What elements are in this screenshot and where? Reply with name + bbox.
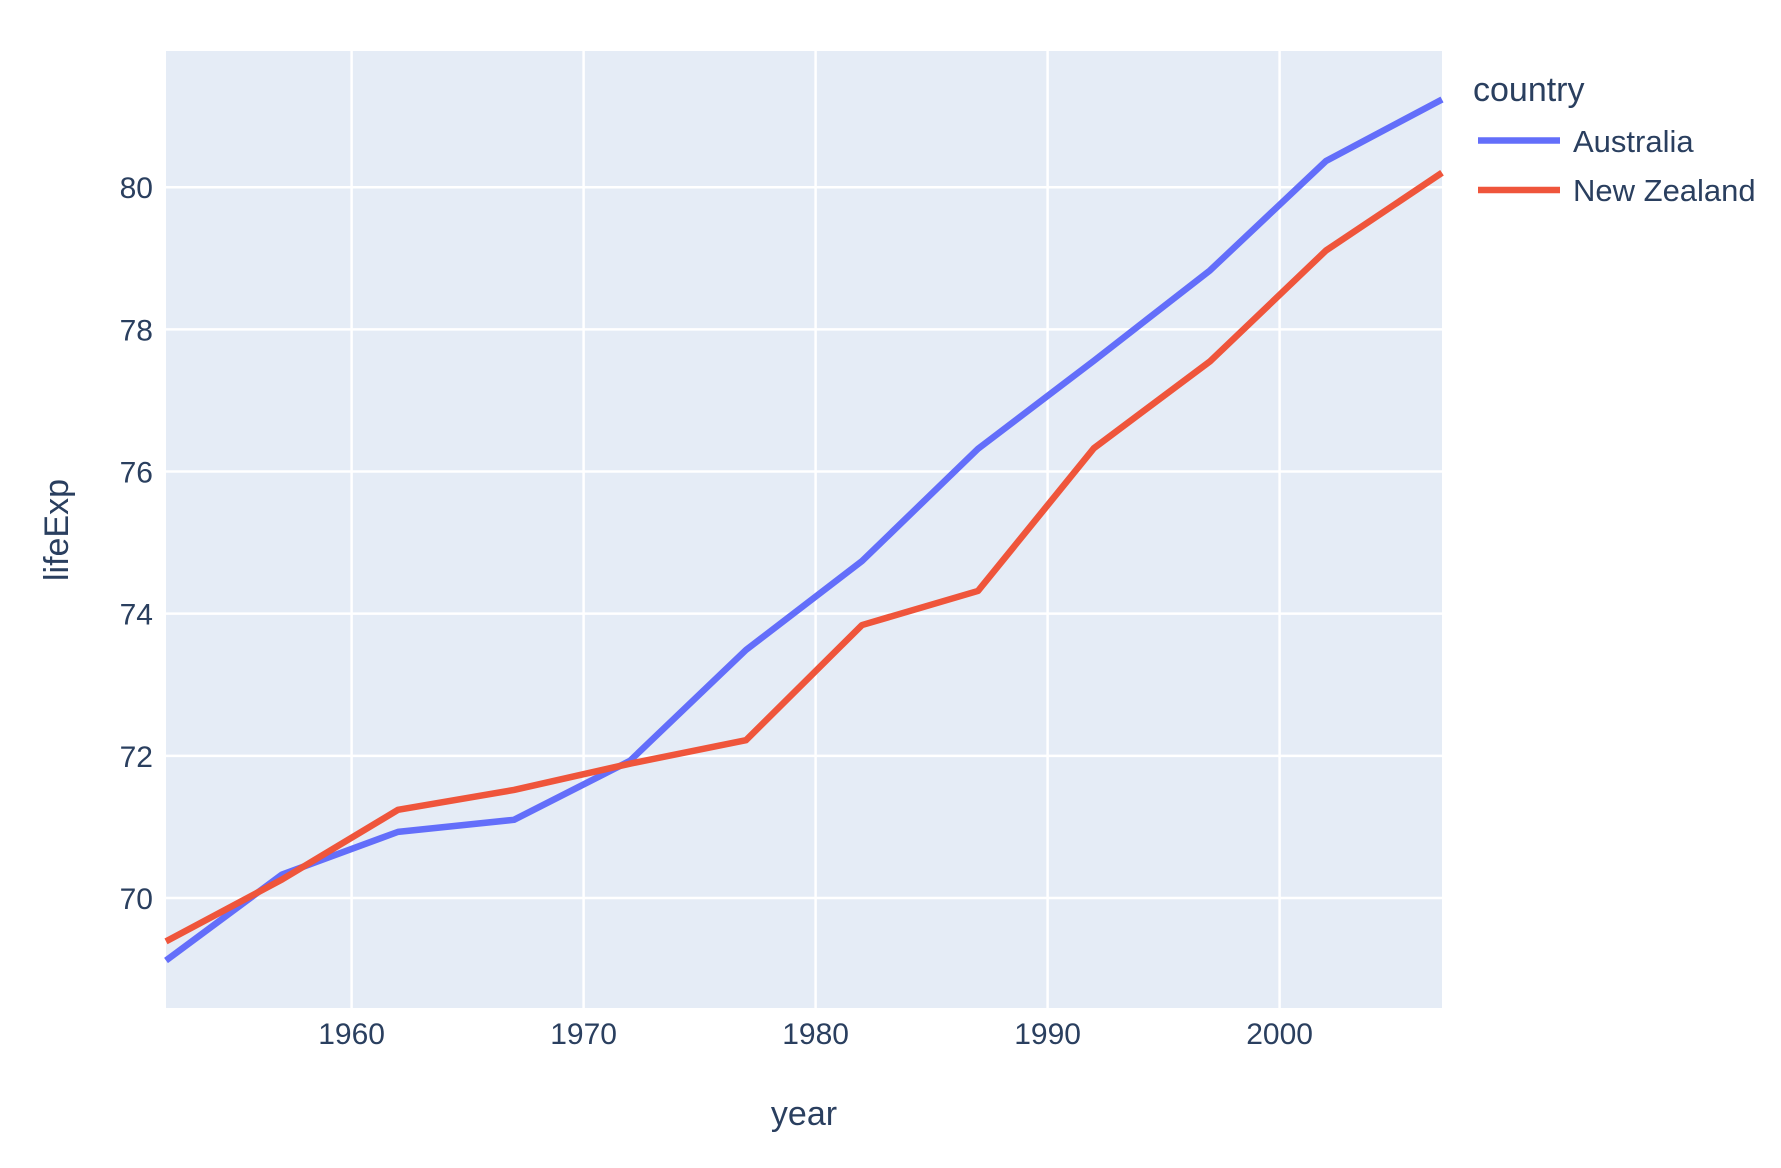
legend-label-australia: Australia [1573,124,1694,159]
legend: country Australia New Zealand [1473,71,1756,208]
series-line-new-zealand[interactable] [164,170,1444,945]
x-tick-label-1980: 1980 [782,1018,849,1051]
x-axis-tick-labels: 1960 1970 1980 1990 2000 [318,1018,1313,1051]
x-tick-label-1990: 1990 [1014,1018,1081,1051]
y-tick-label-70: 70 [120,883,153,916]
y-tick-label-78: 78 [120,314,153,347]
series-line-australia[interactable] [164,96,1444,964]
plot-area[interactable] [166,51,1442,1008]
x-tick-label-2000: 2000 [1246,1018,1313,1051]
legend-item-australia[interactable]: Australia [1478,124,1694,159]
y-axis-tick-labels: 70 72 74 76 78 80 [120,172,153,916]
x-tick-label-1960: 1960 [318,1018,385,1051]
legend-label-new-zealand: New Zealand [1573,173,1756,208]
x-tick-label-1970: 1970 [550,1018,617,1051]
legend-title: country [1473,71,1585,109]
y-tick-label-74: 74 [120,599,153,632]
y-tick-label-76: 76 [120,457,153,490]
series-lines [164,96,1444,964]
y-tick-label-80: 80 [120,172,153,205]
legend-item-new-zealand[interactable]: New Zealand [1478,173,1756,208]
y-tick-label-72: 72 [120,741,153,774]
x-axis-title: year [771,1095,837,1133]
y-axis-title: lifeExp [38,479,76,581]
gridlines [166,51,1442,1008]
